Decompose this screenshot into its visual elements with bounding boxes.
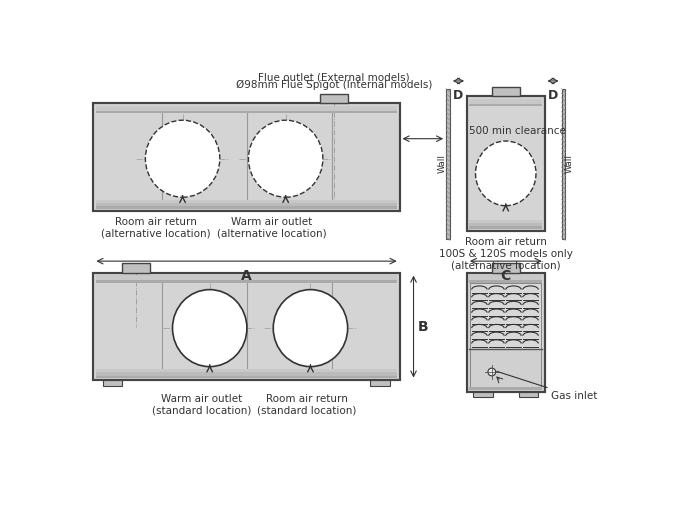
Bar bbox=[96, 111, 397, 113]
Bar bbox=[492, 264, 520, 272]
Text: Wall: Wall bbox=[565, 154, 574, 173]
Bar bbox=[94, 103, 399, 211]
Bar bbox=[469, 275, 542, 280]
Bar bbox=[320, 94, 348, 103]
Bar bbox=[96, 372, 397, 376]
Bar bbox=[467, 272, 544, 392]
Bar bbox=[469, 387, 542, 390]
Bar bbox=[96, 207, 397, 209]
Ellipse shape bbox=[172, 290, 247, 367]
Text: Room air return
(alternative location): Room air return (alternative location) bbox=[101, 217, 210, 239]
Bar bbox=[96, 202, 397, 207]
Bar bbox=[470, 349, 542, 387]
Text: B: B bbox=[417, 319, 428, 334]
Bar bbox=[467, 96, 544, 231]
Text: D: D bbox=[548, 89, 558, 102]
Ellipse shape bbox=[248, 120, 323, 197]
Bar bbox=[94, 272, 399, 380]
Text: 500 min clearance: 500 min clearance bbox=[469, 126, 566, 136]
Bar bbox=[492, 87, 520, 96]
Bar bbox=[122, 264, 150, 272]
Bar bbox=[467, 96, 544, 231]
Bar bbox=[469, 104, 542, 106]
Text: C: C bbox=[500, 269, 511, 283]
Text: Warm air outlet
(alternative location): Warm air outlet (alternative location) bbox=[217, 217, 327, 239]
Bar bbox=[96, 376, 397, 378]
Bar bbox=[562, 89, 565, 239]
Bar bbox=[469, 280, 542, 282]
Bar bbox=[96, 105, 397, 111]
Bar bbox=[103, 380, 122, 386]
Bar bbox=[370, 380, 389, 386]
Bar bbox=[469, 99, 542, 104]
Bar bbox=[469, 227, 542, 229]
Ellipse shape bbox=[273, 290, 348, 367]
Bar bbox=[519, 392, 538, 397]
Bar bbox=[446, 89, 450, 239]
Text: Flue outlet (External models): Flue outlet (External models) bbox=[258, 73, 410, 83]
Bar bbox=[96, 275, 397, 280]
Text: Wall: Wall bbox=[438, 154, 447, 173]
Text: Room air return
(standard location): Room air return (standard location) bbox=[257, 394, 356, 415]
Bar bbox=[470, 284, 542, 349]
Text: Ø98mm Flue Spigot (Internal models): Ø98mm Flue Spigot (Internal models) bbox=[235, 80, 432, 91]
Ellipse shape bbox=[475, 141, 536, 206]
Text: A: A bbox=[241, 269, 251, 283]
Bar bbox=[467, 272, 544, 392]
Bar bbox=[96, 280, 397, 282]
Ellipse shape bbox=[145, 120, 220, 197]
Text: Gas inlet: Gas inlet bbox=[497, 372, 597, 401]
Bar bbox=[94, 272, 399, 380]
Bar bbox=[473, 392, 493, 397]
Bar bbox=[94, 103, 399, 211]
Text: D: D bbox=[453, 89, 463, 102]
Text: Room air return
100S & 120S models only
(alternative location): Room air return 100S & 120S models only … bbox=[439, 237, 572, 270]
Bar bbox=[96, 200, 397, 202]
Text: Warm air outlet
(standard location): Warm air outlet (standard location) bbox=[152, 394, 252, 415]
Bar bbox=[469, 220, 542, 222]
Circle shape bbox=[488, 368, 496, 376]
Bar bbox=[96, 369, 397, 372]
Bar bbox=[469, 222, 542, 227]
